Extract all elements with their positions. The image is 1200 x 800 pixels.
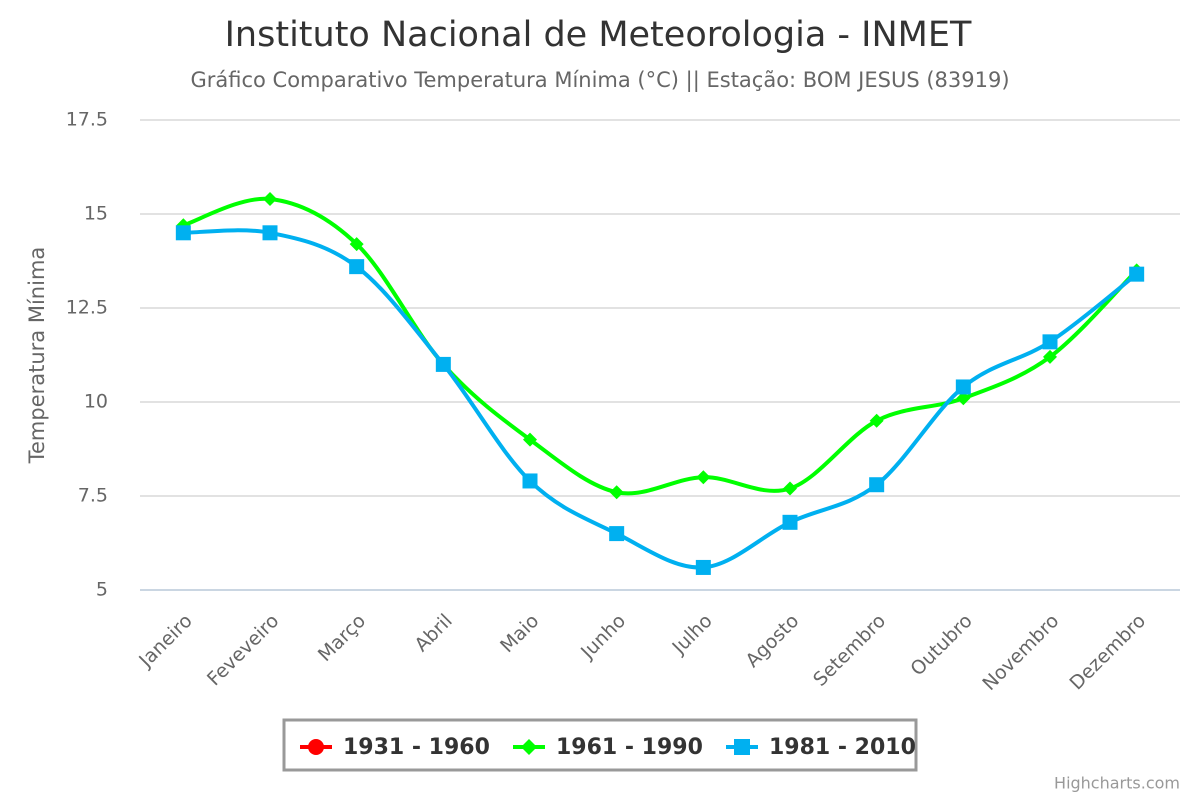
x-tick-label: Agosto [741, 610, 803, 672]
x-tick-label: Junho [576, 610, 630, 664]
marker [696, 470, 711, 485]
chart-title: Instituto Nacional de Meteorologia - INM… [225, 15, 972, 55]
marker [435, 356, 451, 372]
x-tick-label: Março [314, 610, 370, 666]
legend-marker [734, 739, 750, 755]
y-tick-label: 17.5 [66, 109, 108, 131]
x-tick-label: Dezembro [1066, 610, 1151, 695]
x-tick-label: Maio [496, 610, 543, 657]
y-tick-label: 7.5 [78, 485, 108, 507]
marker [955, 379, 971, 395]
y-axis-title: Temperatura Mínima [25, 247, 49, 465]
y-tick-label: 5 [96, 579, 108, 601]
y-tick-label: 15 [84, 203, 108, 225]
y-tick-label: 10 [84, 391, 108, 413]
x-tick-label: Setembro [809, 610, 890, 691]
marker [349, 237, 364, 252]
marker [869, 477, 885, 493]
marker [956, 391, 971, 406]
legend-marker [521, 739, 537, 755]
marker [609, 485, 624, 500]
x-tick-label: Abril [410, 610, 456, 656]
x-tick-label: Janeiro [134, 610, 196, 672]
marker [262, 225, 278, 241]
marker [695, 559, 711, 575]
marker [869, 413, 884, 428]
marker [1129, 266, 1145, 282]
marker [1043, 349, 1057, 364]
marker [175, 225, 191, 241]
x-tick-label: Outubro [906, 610, 976, 680]
marker [263, 191, 277, 206]
marker [523, 432, 537, 447]
legend-label[interactable]: 1981 - 2010 [769, 735, 916, 760]
chart-subtitle: Gráfico Comparativo Temperatura Mínima (… [190, 68, 1009, 93]
x-tick-label: Feveveiro [203, 610, 283, 690]
series-line [182, 196, 1139, 496]
marker [782, 514, 798, 530]
legend-label[interactable]: 1931 - 1960 [343, 735, 490, 760]
legend-marker [308, 739, 324, 755]
legend-box [282, 718, 918, 772]
credits[interactable]: Highcharts.com [1054, 774, 1180, 793]
x-tick-label: Novembro [978, 610, 1063, 695]
legend-label[interactable]: 1961 - 1990 [556, 735, 703, 760]
marker [349, 259, 365, 275]
marker [1042, 334, 1058, 350]
marker [522, 473, 538, 489]
marker [609, 526, 625, 542]
x-tick-label: Julho [668, 610, 717, 659]
series-line [183, 228, 1138, 570]
y-tick-label: 12.5 [66, 297, 108, 319]
marker [783, 481, 797, 496]
